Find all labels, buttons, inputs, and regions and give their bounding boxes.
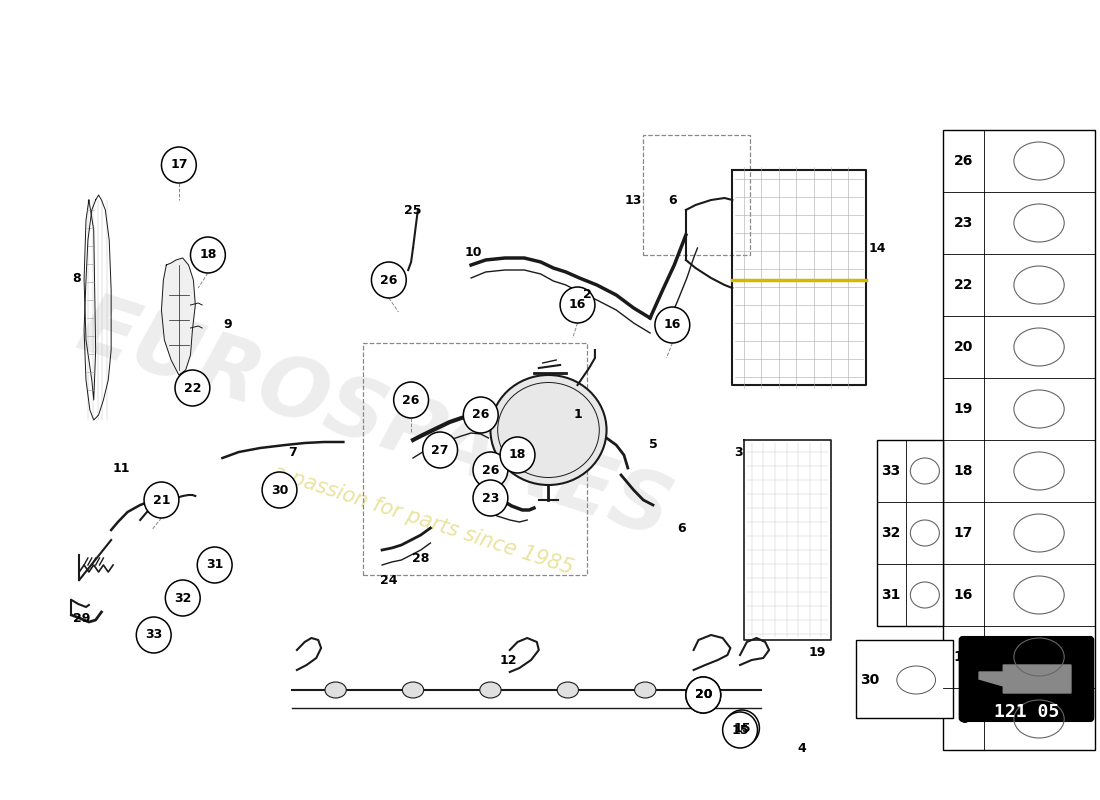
Text: 19: 19 — [954, 402, 974, 416]
Text: 21: 21 — [153, 494, 170, 506]
Circle shape — [725, 710, 759, 746]
Circle shape — [422, 432, 458, 468]
Text: 33: 33 — [145, 629, 163, 642]
Text: 10: 10 — [464, 246, 482, 258]
Text: 6: 6 — [668, 194, 676, 206]
Text: 16: 16 — [663, 318, 681, 331]
Circle shape — [654, 307, 690, 343]
Ellipse shape — [480, 682, 502, 698]
Text: 17: 17 — [170, 158, 188, 171]
Text: 23: 23 — [954, 216, 974, 230]
Text: 20: 20 — [694, 689, 712, 702]
Text: 121 05: 121 05 — [993, 703, 1059, 721]
Text: 18: 18 — [954, 464, 974, 478]
Ellipse shape — [635, 682, 656, 698]
Text: 22: 22 — [954, 278, 974, 292]
Text: 19: 19 — [808, 646, 826, 658]
Text: 6: 6 — [959, 712, 968, 726]
Circle shape — [723, 712, 758, 748]
Circle shape — [500, 437, 535, 473]
Circle shape — [197, 547, 232, 583]
Circle shape — [136, 617, 172, 653]
Text: 15: 15 — [734, 722, 751, 734]
Text: 26: 26 — [381, 274, 397, 286]
Text: 14: 14 — [869, 242, 887, 254]
Ellipse shape — [403, 682, 424, 698]
Text: 4: 4 — [798, 742, 806, 754]
Text: 6: 6 — [678, 522, 686, 534]
Text: 22: 22 — [184, 382, 201, 394]
FancyBboxPatch shape — [856, 640, 953, 718]
Circle shape — [262, 472, 297, 508]
Text: 33: 33 — [881, 464, 901, 478]
Polygon shape — [979, 665, 1071, 693]
Text: 32: 32 — [881, 526, 901, 540]
Text: 20: 20 — [954, 340, 974, 354]
Text: 16: 16 — [569, 298, 586, 311]
Text: 5: 5 — [649, 438, 658, 451]
Text: 26: 26 — [482, 463, 499, 477]
Text: 18: 18 — [199, 249, 217, 262]
Circle shape — [144, 482, 179, 518]
Circle shape — [473, 480, 508, 516]
Circle shape — [175, 370, 210, 406]
Circle shape — [473, 452, 508, 488]
Circle shape — [463, 397, 498, 433]
Text: 26: 26 — [954, 154, 974, 168]
Circle shape — [372, 262, 406, 298]
Ellipse shape — [324, 682, 346, 698]
Text: 15: 15 — [732, 723, 749, 737]
Ellipse shape — [558, 682, 579, 698]
Text: 17: 17 — [954, 526, 974, 540]
Text: 24: 24 — [381, 574, 397, 586]
Circle shape — [190, 237, 226, 273]
Text: 1: 1 — [573, 409, 582, 422]
Text: EUROSPARES: EUROSPARES — [67, 286, 681, 554]
Text: 26: 26 — [403, 394, 420, 406]
Text: 2: 2 — [583, 289, 592, 302]
Text: 12: 12 — [499, 654, 517, 666]
Circle shape — [165, 580, 200, 616]
Text: 32: 32 — [174, 591, 191, 605]
FancyBboxPatch shape — [878, 440, 944, 626]
Text: 25: 25 — [405, 203, 421, 217]
Text: 28: 28 — [412, 551, 429, 565]
Text: 13: 13 — [625, 194, 642, 206]
Circle shape — [560, 287, 595, 323]
Text: a passion for parts since 1985: a passion for parts since 1985 — [270, 462, 575, 578]
Ellipse shape — [491, 375, 606, 485]
Circle shape — [394, 382, 429, 418]
FancyBboxPatch shape — [944, 130, 1096, 750]
Text: 8: 8 — [72, 271, 80, 285]
Text: 30: 30 — [271, 483, 288, 497]
Text: 23: 23 — [482, 491, 499, 505]
Circle shape — [686, 677, 720, 713]
Text: 16: 16 — [954, 588, 974, 602]
Text: 31: 31 — [206, 558, 223, 571]
Circle shape — [162, 147, 196, 183]
Text: 15: 15 — [954, 650, 974, 664]
Text: 9: 9 — [223, 318, 232, 331]
Text: 18: 18 — [509, 449, 526, 462]
Polygon shape — [162, 258, 196, 375]
Text: 29: 29 — [74, 611, 91, 625]
Text: 11: 11 — [112, 462, 130, 474]
FancyBboxPatch shape — [959, 637, 1093, 721]
Text: 27: 27 — [431, 443, 449, 457]
Text: 20: 20 — [694, 689, 712, 702]
Text: 31: 31 — [881, 588, 901, 602]
Text: 26: 26 — [472, 409, 490, 422]
Text: 30: 30 — [860, 673, 879, 687]
Circle shape — [686, 677, 720, 713]
Text: 7: 7 — [288, 446, 297, 459]
Text: 3: 3 — [734, 446, 742, 458]
